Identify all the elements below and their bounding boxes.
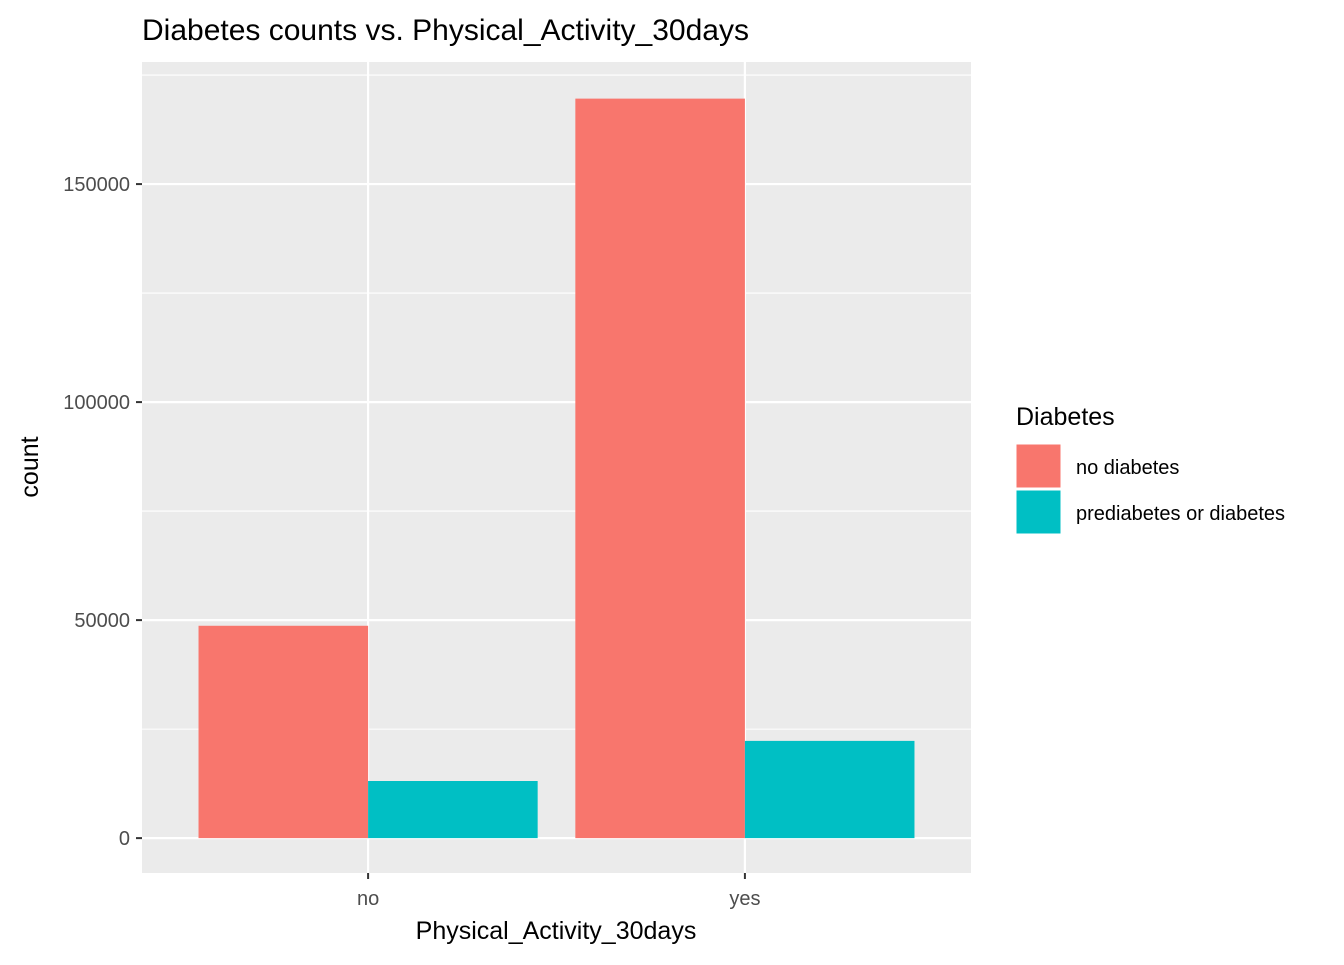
legend: Diabetes no diabetes prediabetes or diabe… [1015, 403, 1285, 535]
y-tick-label: 150000 [63, 174, 130, 196]
chart-title: Diabetes counts vs. Physical_Activity_30… [142, 14, 749, 47]
bar [368, 780, 538, 839]
axis-layer: 0 50000 100000 150000 no yes [63, 174, 760, 910]
y-tick-label: 50000 [74, 610, 130, 632]
bar [198, 625, 369, 839]
x-tick-label: yes [729, 888, 760, 910]
y-axis-title: count [16, 436, 44, 497]
grid-layer [142, 62, 971, 873]
legend-title: Diabetes [1016, 403, 1115, 431]
legend-swatch [1015, 443, 1062, 489]
bars-layer [198, 98, 915, 839]
legend-label: no diabetes [1076, 457, 1179, 479]
bar [744, 740, 915, 839]
y-tick-label: 100000 [63, 392, 130, 414]
x-axis-title: Physical_Activity_30days [416, 917, 697, 945]
legend-label: prediabetes or diabetes [1076, 503, 1285, 525]
bar [575, 98, 745, 839]
x-tick-label: no [357, 888, 379, 910]
legend-swatch [1015, 489, 1062, 535]
y-tick-label: 0 [119, 828, 130, 850]
